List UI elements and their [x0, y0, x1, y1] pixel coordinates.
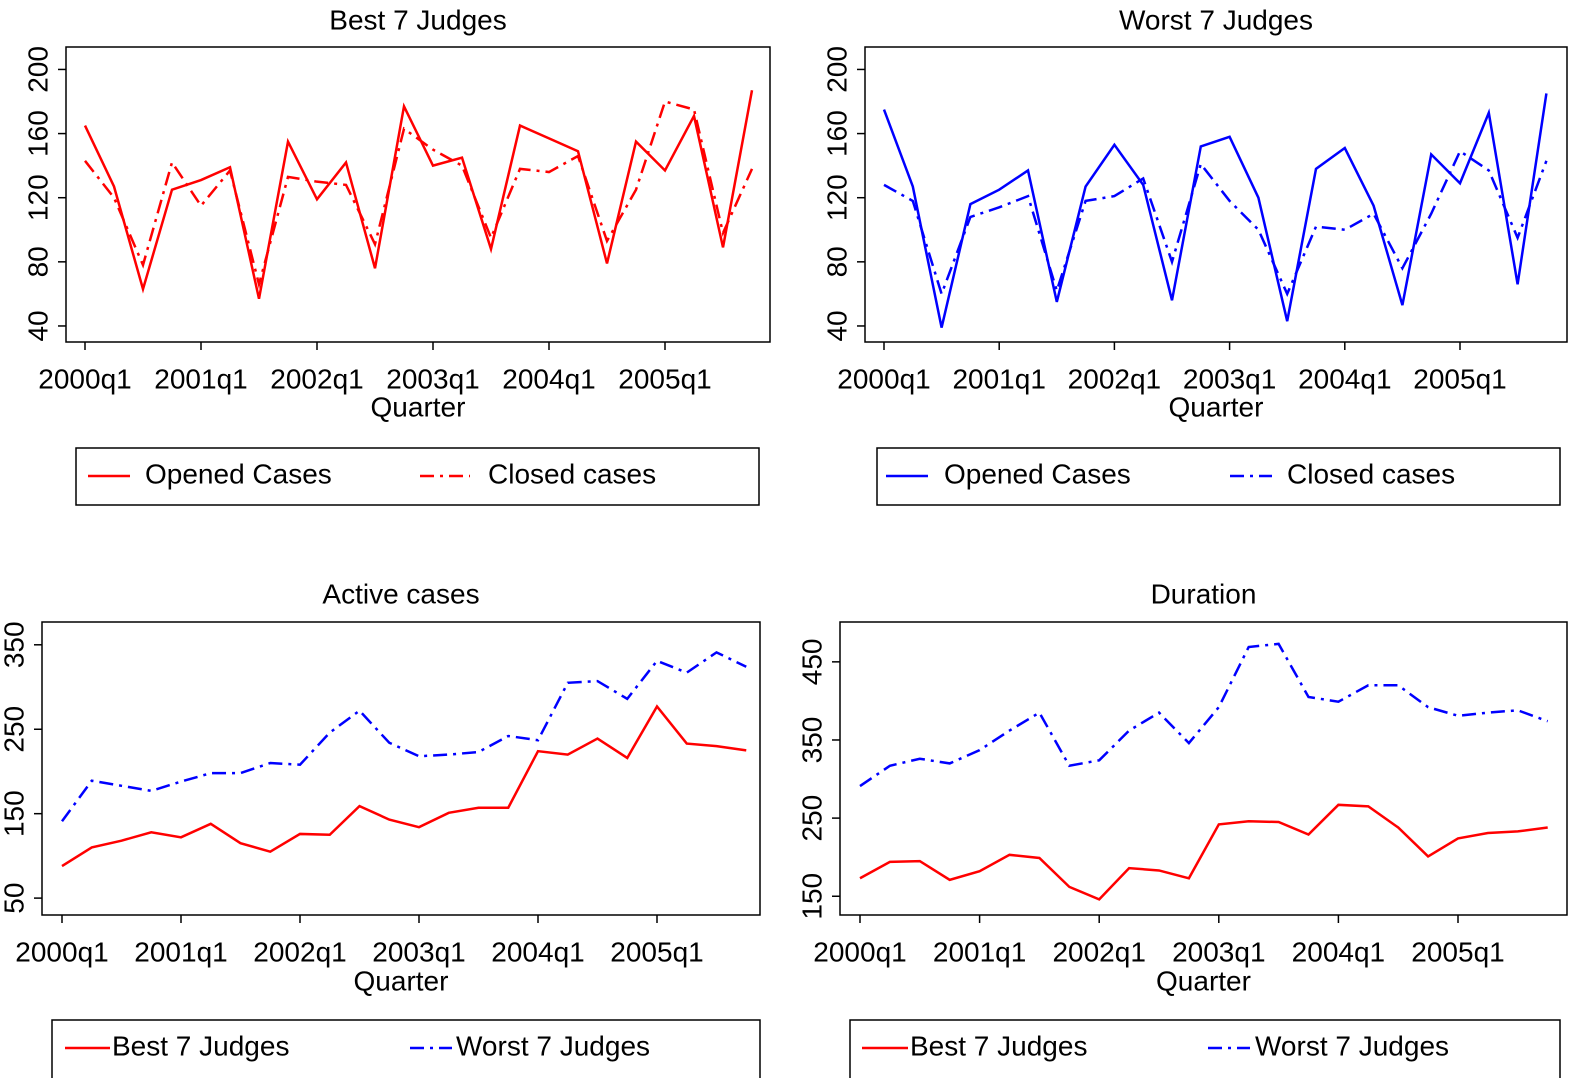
- y-tick-label: 120: [821, 174, 852, 221]
- series-line: [882, 93, 1548, 328]
- y-tick-label: 200: [22, 46, 53, 93]
- x-tick-label: 2000q1: [15, 936, 108, 967]
- chart-title: Worst 7 Judges: [1119, 4, 1313, 35]
- series-line: [61, 704, 747, 868]
- x-tick-label: 2001q1: [134, 936, 227, 967]
- y-tick-label: 160: [22, 110, 53, 157]
- y-tick-label: 160: [821, 110, 852, 157]
- plot-frame: [41, 621, 761, 916]
- y-tick-label: 150: [0, 790, 29, 837]
- x-axis-label: Quarter: [371, 391, 466, 422]
- series-line: [859, 642, 1549, 788]
- series-line: [60, 650, 747, 823]
- y-tick-label: 150: [796, 873, 827, 920]
- x-axis-label: Quarter: [354, 965, 449, 996]
- chart-title: Active cases: [322, 578, 479, 609]
- x-tick-label: 2005q1: [1411, 936, 1504, 967]
- x-tick-label: 2003q1: [372, 936, 465, 967]
- y-tick-label: 120: [22, 174, 53, 221]
- legend-label: Worst 7 Judges: [1255, 1030, 1449, 1061]
- y-tick-label: 40: [22, 310, 53, 341]
- y-tick-label: 250: [0, 706, 29, 753]
- plot-frame: [864, 46, 1568, 343]
- plot-frame: [839, 621, 1568, 916]
- x-axis-label: Quarter: [1156, 965, 1251, 996]
- x-tick-label: 2004q1: [491, 936, 584, 967]
- y-tick-label: 50: [0, 883, 29, 914]
- x-tick-label: 2000q1: [38, 363, 131, 394]
- legend-label: Opened Cases: [944, 458, 1131, 489]
- x-tick-label: 2001q1: [933, 936, 1026, 967]
- y-tick-label: 40: [821, 310, 852, 341]
- legend-box: [51, 1019, 761, 1078]
- x-tick-label: 2005q1: [618, 363, 711, 394]
- x-tick-label: 2002q1: [1052, 936, 1145, 967]
- y-tick-label: 350: [796, 717, 827, 764]
- chart-title: Best 7 Judges: [329, 4, 506, 35]
- plot-frame: [65, 46, 771, 343]
- series-line: [883, 149, 1548, 298]
- x-tick-label: 2005q1: [1413, 363, 1506, 394]
- x-axis-label: Quarter: [1169, 391, 1264, 422]
- legend-label: Best 7 Judges: [910, 1030, 1087, 1061]
- legend-label: Opened Cases: [145, 458, 332, 489]
- x-tick-label: 2003q1: [1172, 936, 1265, 967]
- y-tick-label: 80: [821, 246, 852, 277]
- series-line: [84, 99, 754, 290]
- x-tick-label: 2000q1: [837, 363, 930, 394]
- x-tick-label: 2002q1: [270, 363, 363, 394]
- x-tick-label: 2001q1: [952, 363, 1045, 394]
- legend-label: Closed cases: [488, 458, 656, 489]
- y-tick-label: 80: [22, 246, 53, 277]
- chart-title: Duration: [1151, 578, 1257, 609]
- y-tick-label: 250: [796, 795, 827, 842]
- x-tick-label: 2004q1: [1292, 936, 1385, 967]
- x-tick-label: 2002q1: [253, 936, 346, 967]
- series-line: [83, 90, 754, 299]
- x-tick-label: 2005q1: [610, 936, 703, 967]
- y-tick-label: 350: [0, 621, 29, 668]
- legend-label: Closed cases: [1287, 458, 1455, 489]
- series-line: [859, 803, 1548, 901]
- x-tick-label: 2003q1: [1183, 363, 1276, 394]
- legend-label: Worst 7 Judges: [456, 1030, 650, 1061]
- y-tick-label: 450: [796, 638, 827, 685]
- legend-box: [849, 1019, 1561, 1078]
- x-tick-label: 2003q1: [386, 363, 479, 394]
- y-tick-label: 200: [821, 46, 852, 93]
- legend-box: [876, 447, 1561, 506]
- x-tick-label: 2001q1: [154, 363, 247, 394]
- x-tick-label: 2000q1: [813, 936, 906, 967]
- legend-label: Best 7 Judges: [112, 1030, 289, 1061]
- x-tick-label: 2004q1: [1298, 363, 1391, 394]
- x-tick-label: 2002q1: [1068, 363, 1161, 394]
- legend-box: [75, 447, 760, 506]
- x-tick-label: 2004q1: [502, 363, 595, 394]
